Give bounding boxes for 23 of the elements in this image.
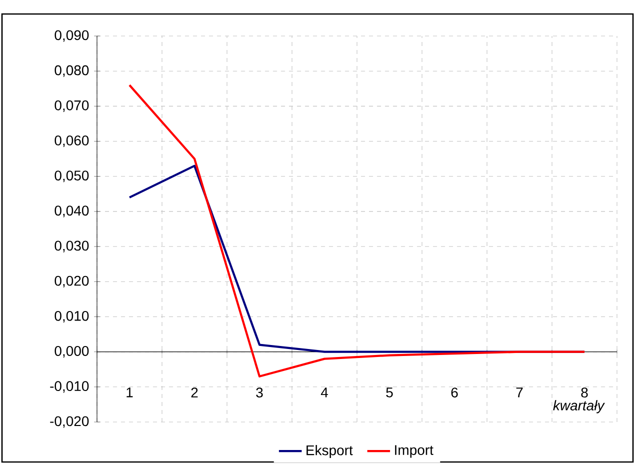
- y-tick-label: 0,070: [54, 100, 89, 112]
- y-tick-label: 0,010: [54, 310, 89, 323]
- x-tick-label: 7: [516, 388, 523, 398]
- legend-label: Import: [395, 445, 434, 458]
- x-tick-label: 5: [386, 388, 393, 398]
- x-axis-title: kwartały: [553, 400, 605, 414]
- y-tick-label: -0,010: [50, 381, 89, 393]
- x-tick-label: 1: [126, 388, 133, 398]
- y-tick-label: -0,020: [50, 416, 89, 428]
- y-tick-label: 0,050: [54, 170, 89, 182]
- legend-label: Eksport: [306, 444, 353, 458]
- y-tick-label: 0,040: [54, 206, 89, 218]
- x-tick-label: 4: [320, 388, 328, 398]
- y-tick-label: 0,020: [54, 276, 89, 288]
- y-tick-label: 0,090: [54, 30, 89, 42]
- x-tick-label: 3: [256, 388, 263, 398]
- y-tick-label: 0,080: [54, 65, 89, 77]
- y-tick-label: 0,000: [54, 346, 89, 358]
- x-tick-label: 8: [581, 388, 588, 398]
- x-tick-label: 6: [451, 388, 458, 398]
- x-tick-label: 2: [191, 388, 198, 398]
- y-tick-label: 0,060: [54, 135, 89, 148]
- y-tick-label: 0,030: [54, 240, 89, 252]
